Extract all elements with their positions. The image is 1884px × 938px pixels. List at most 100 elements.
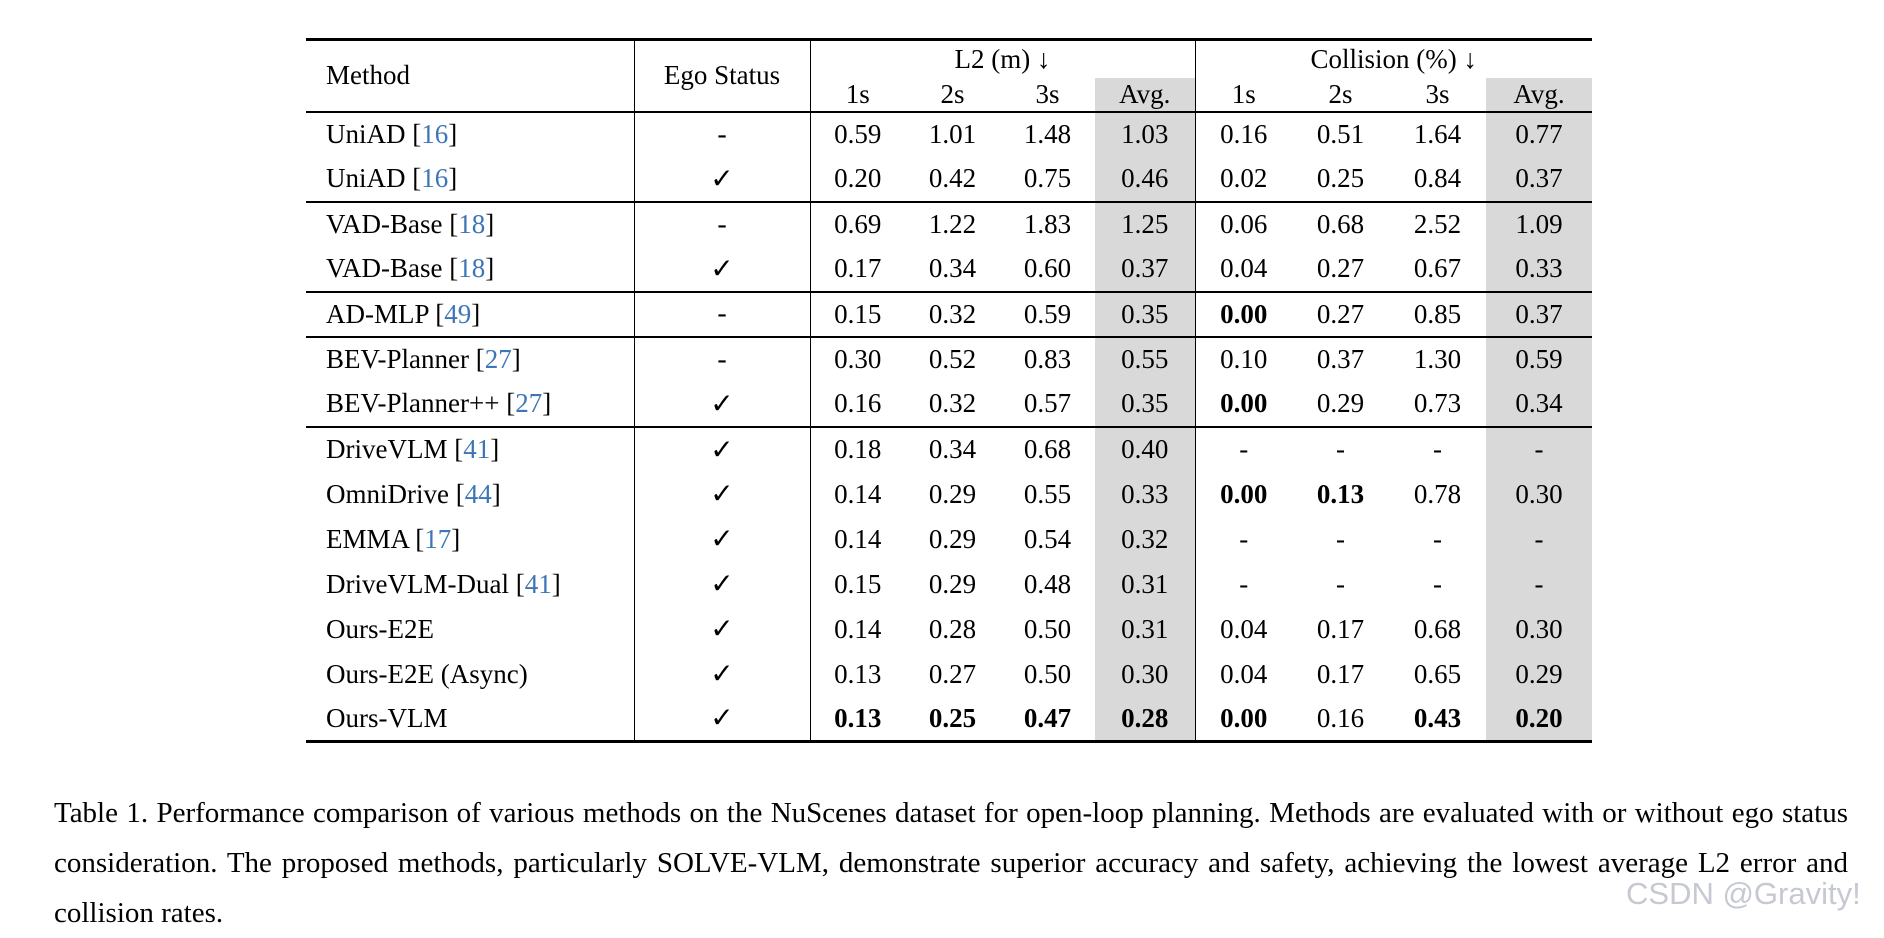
check-icon: ✓ (710, 388, 734, 420)
method-group: VAD-Base [18] - 0.69 1.22 1.83 1.25 0.06 0.68 2.… (306, 201, 1592, 292)
check-icon: ✓ (710, 614, 734, 645)
ego-status-cell: ✓ (633, 696, 810, 742)
method-cell: Ours-E2E (326, 613, 434, 644)
l2-3s-cell: 0.59 (1023, 298, 1072, 329)
table-row: BEV-Planner [27] - 0.30 0.52 0.83 0.55 0.10 0.3… (306, 336, 1592, 382)
l2-2s-cell: 0.32 (928, 298, 977, 329)
method-group: DriveVLM [41] ✓ 0.18 0.34 0.68 0.40- - - - OmniDr… (306, 426, 1592, 742)
col-header-collision-avg: Avg. (1486, 77, 1592, 112)
l2-1s-cell: 0.15 (809, 291, 905, 337)
collision-avg-cell: 0.29 (1486, 651, 1592, 697)
method-cell: BEV-Planner [27] (326, 344, 521, 374)
citation-link[interactable]: 17 (424, 523, 452, 554)
l2-2s-cell: 1.01 (928, 119, 977, 149)
table-row: EMMA [17] ✓ 0.14 0.29 0.54 0.32- - - - (306, 516, 1592, 562)
collision-3s-cell: - (1433, 523, 1442, 554)
citation-link[interactable]: 27 (484, 344, 512, 374)
check-icon: ✓ (710, 479, 734, 510)
watermark: CSDN @Gravity! (1626, 876, 1861, 911)
l2-3s-cell: 0.54 (1023, 523, 1072, 554)
collision-1s-cell: 0.00 (1194, 291, 1292, 337)
citation-link[interactable]: 18 (458, 209, 486, 239)
ego-status-cell: ✓ (633, 246, 810, 292)
col-header-collision-3s: 3s (1425, 78, 1450, 109)
results-table: Method Ego Status L2 (m) ↓ Collision (%)… (306, 38, 1592, 743)
table-row: OmniDrive [44] ✓ 0.14 0.29 0.55 0.33 0.00 0.13 0… (306, 471, 1592, 517)
collision-3s-cell: 0.84 (1413, 163, 1462, 193)
method-cell: EMMA [17] (326, 523, 461, 554)
l2-3s-cell: 0.50 (1023, 658, 1072, 689)
collision-2s-cell: 0.37 (1316, 344, 1365, 374)
collision-3s-cell: 0.85 (1413, 298, 1462, 329)
ego-status-cell: - (633, 291, 810, 337)
citation-link[interactable]: 16 (421, 163, 449, 193)
check-icon: ✓ (710, 569, 734, 600)
l2-avg-cell: 0.33 (1095, 471, 1195, 517)
citation-link[interactable]: 16 (421, 119, 449, 149)
l2-2s-cell: 0.27 (928, 658, 977, 689)
l2-2s-cell: 1.22 (928, 209, 977, 239)
ego-status-cell: ✓ (633, 516, 810, 562)
collision-avg-cell: - (1486, 516, 1592, 562)
l2-3s-cell: 0.60 (1023, 253, 1072, 283)
collision-3s-cell: 1.30 (1413, 344, 1462, 374)
dash-icon: - (717, 343, 727, 375)
citation-link[interactable]: 41 (524, 568, 552, 599)
collision-3s-cell: 0.73 (1413, 388, 1462, 418)
l2-3s-cell: 0.48 (1023, 568, 1072, 599)
l2-2s-cell: 0.29 (928, 478, 977, 509)
ego-status-cell: ✓ (633, 381, 810, 427)
l2-3s-cell: 0.57 (1023, 388, 1072, 418)
collision-avg-cell: 0.20 (1486, 696, 1592, 742)
l2-3s-cell: 1.83 (1023, 209, 1072, 239)
collision-2s-cell: 0.51 (1316, 119, 1365, 149)
table-row: Ours-VLM ✓ 0.13 0.25 0.47 0.28 0.00 0.16 0.43 0.2… (306, 696, 1592, 742)
collision-3s-cell: 0.43 (1413, 702, 1462, 733)
check-icon: ✓ (710, 253, 734, 285)
collision-avg-cell: - (1486, 426, 1592, 472)
l2-avg-cell: 0.55 (1095, 336, 1195, 382)
citation-link[interactable]: 27 (515, 388, 543, 418)
l2-avg-cell: 0.31 (1095, 561, 1195, 607)
l2-1s-cell: 0.15 (809, 561, 905, 607)
l2-3s-cell: 0.75 (1023, 163, 1072, 193)
method-cell: AD-MLP [49] (326, 298, 481, 329)
l2-avg-cell: 0.35 (1095, 381, 1195, 427)
collision-1s-cell: 0.02 (1194, 156, 1292, 202)
citation-link[interactable]: 18 (458, 253, 486, 283)
table-row: BEV-Planner++ [27] ✓ 0.16 0.32 0.57 0.35 0.00 0… (306, 381, 1592, 427)
collision-2s-cell: 0.17 (1316, 658, 1365, 689)
table-row: DriveVLM-Dual [41] ✓ 0.15 0.29 0.48 0.31- - - - (306, 561, 1592, 607)
header-sub-row: 1s 2s 3s Avg. 1s 2s 3s Avg. (306, 77, 1592, 112)
check-icon: ✓ (710, 434, 734, 466)
collision-2s-cell: 0.29 (1316, 388, 1365, 418)
l2-3s-cell: 0.68 (1023, 434, 1072, 464)
collision-3s-cell: - (1433, 434, 1442, 464)
check-icon: ✓ (710, 524, 734, 555)
collision-avg-cell: 0.30 (1486, 471, 1592, 517)
l2-2s-cell: 0.34 (928, 434, 977, 464)
collision-1s-cell: 0.10 (1194, 336, 1292, 382)
citation-link[interactable]: 44 (464, 478, 492, 509)
l2-avg-cell: 0.30 (1095, 651, 1195, 697)
l2-3s-cell: 0.47 (1023, 702, 1072, 733)
collision-2s-cell: 0.25 (1316, 163, 1365, 193)
col-header-l2-group: L2 (m) ↓ (809, 39, 1195, 78)
collision-3s-cell: 0.78 (1413, 478, 1462, 509)
l2-2s-cell: 0.32 (928, 388, 977, 418)
collision-avg-cell: 0.30 (1486, 606, 1592, 652)
collision-1s-cell: 0.00 (1194, 381, 1292, 427)
citation-link[interactable]: 49 (444, 298, 472, 329)
l2-avg-cell: 0.46 (1095, 156, 1195, 202)
l2-1s-cell: 0.17 (809, 246, 905, 292)
collision-1s-cell: - (1194, 516, 1292, 562)
collision-2s-cell: - (1336, 523, 1345, 554)
citation-link[interactable]: 41 (463, 434, 491, 464)
collision-avg-cell: 0.34 (1486, 381, 1592, 427)
l2-1s-cell: 0.20 (809, 156, 905, 202)
l2-2s-cell: 0.29 (928, 568, 977, 599)
collision-1s-cell: 0.04 (1194, 246, 1292, 292)
l2-avg-cell: 0.37 (1095, 246, 1195, 292)
dash-icon: - (717, 208, 727, 240)
dash-icon: - (717, 118, 727, 150)
